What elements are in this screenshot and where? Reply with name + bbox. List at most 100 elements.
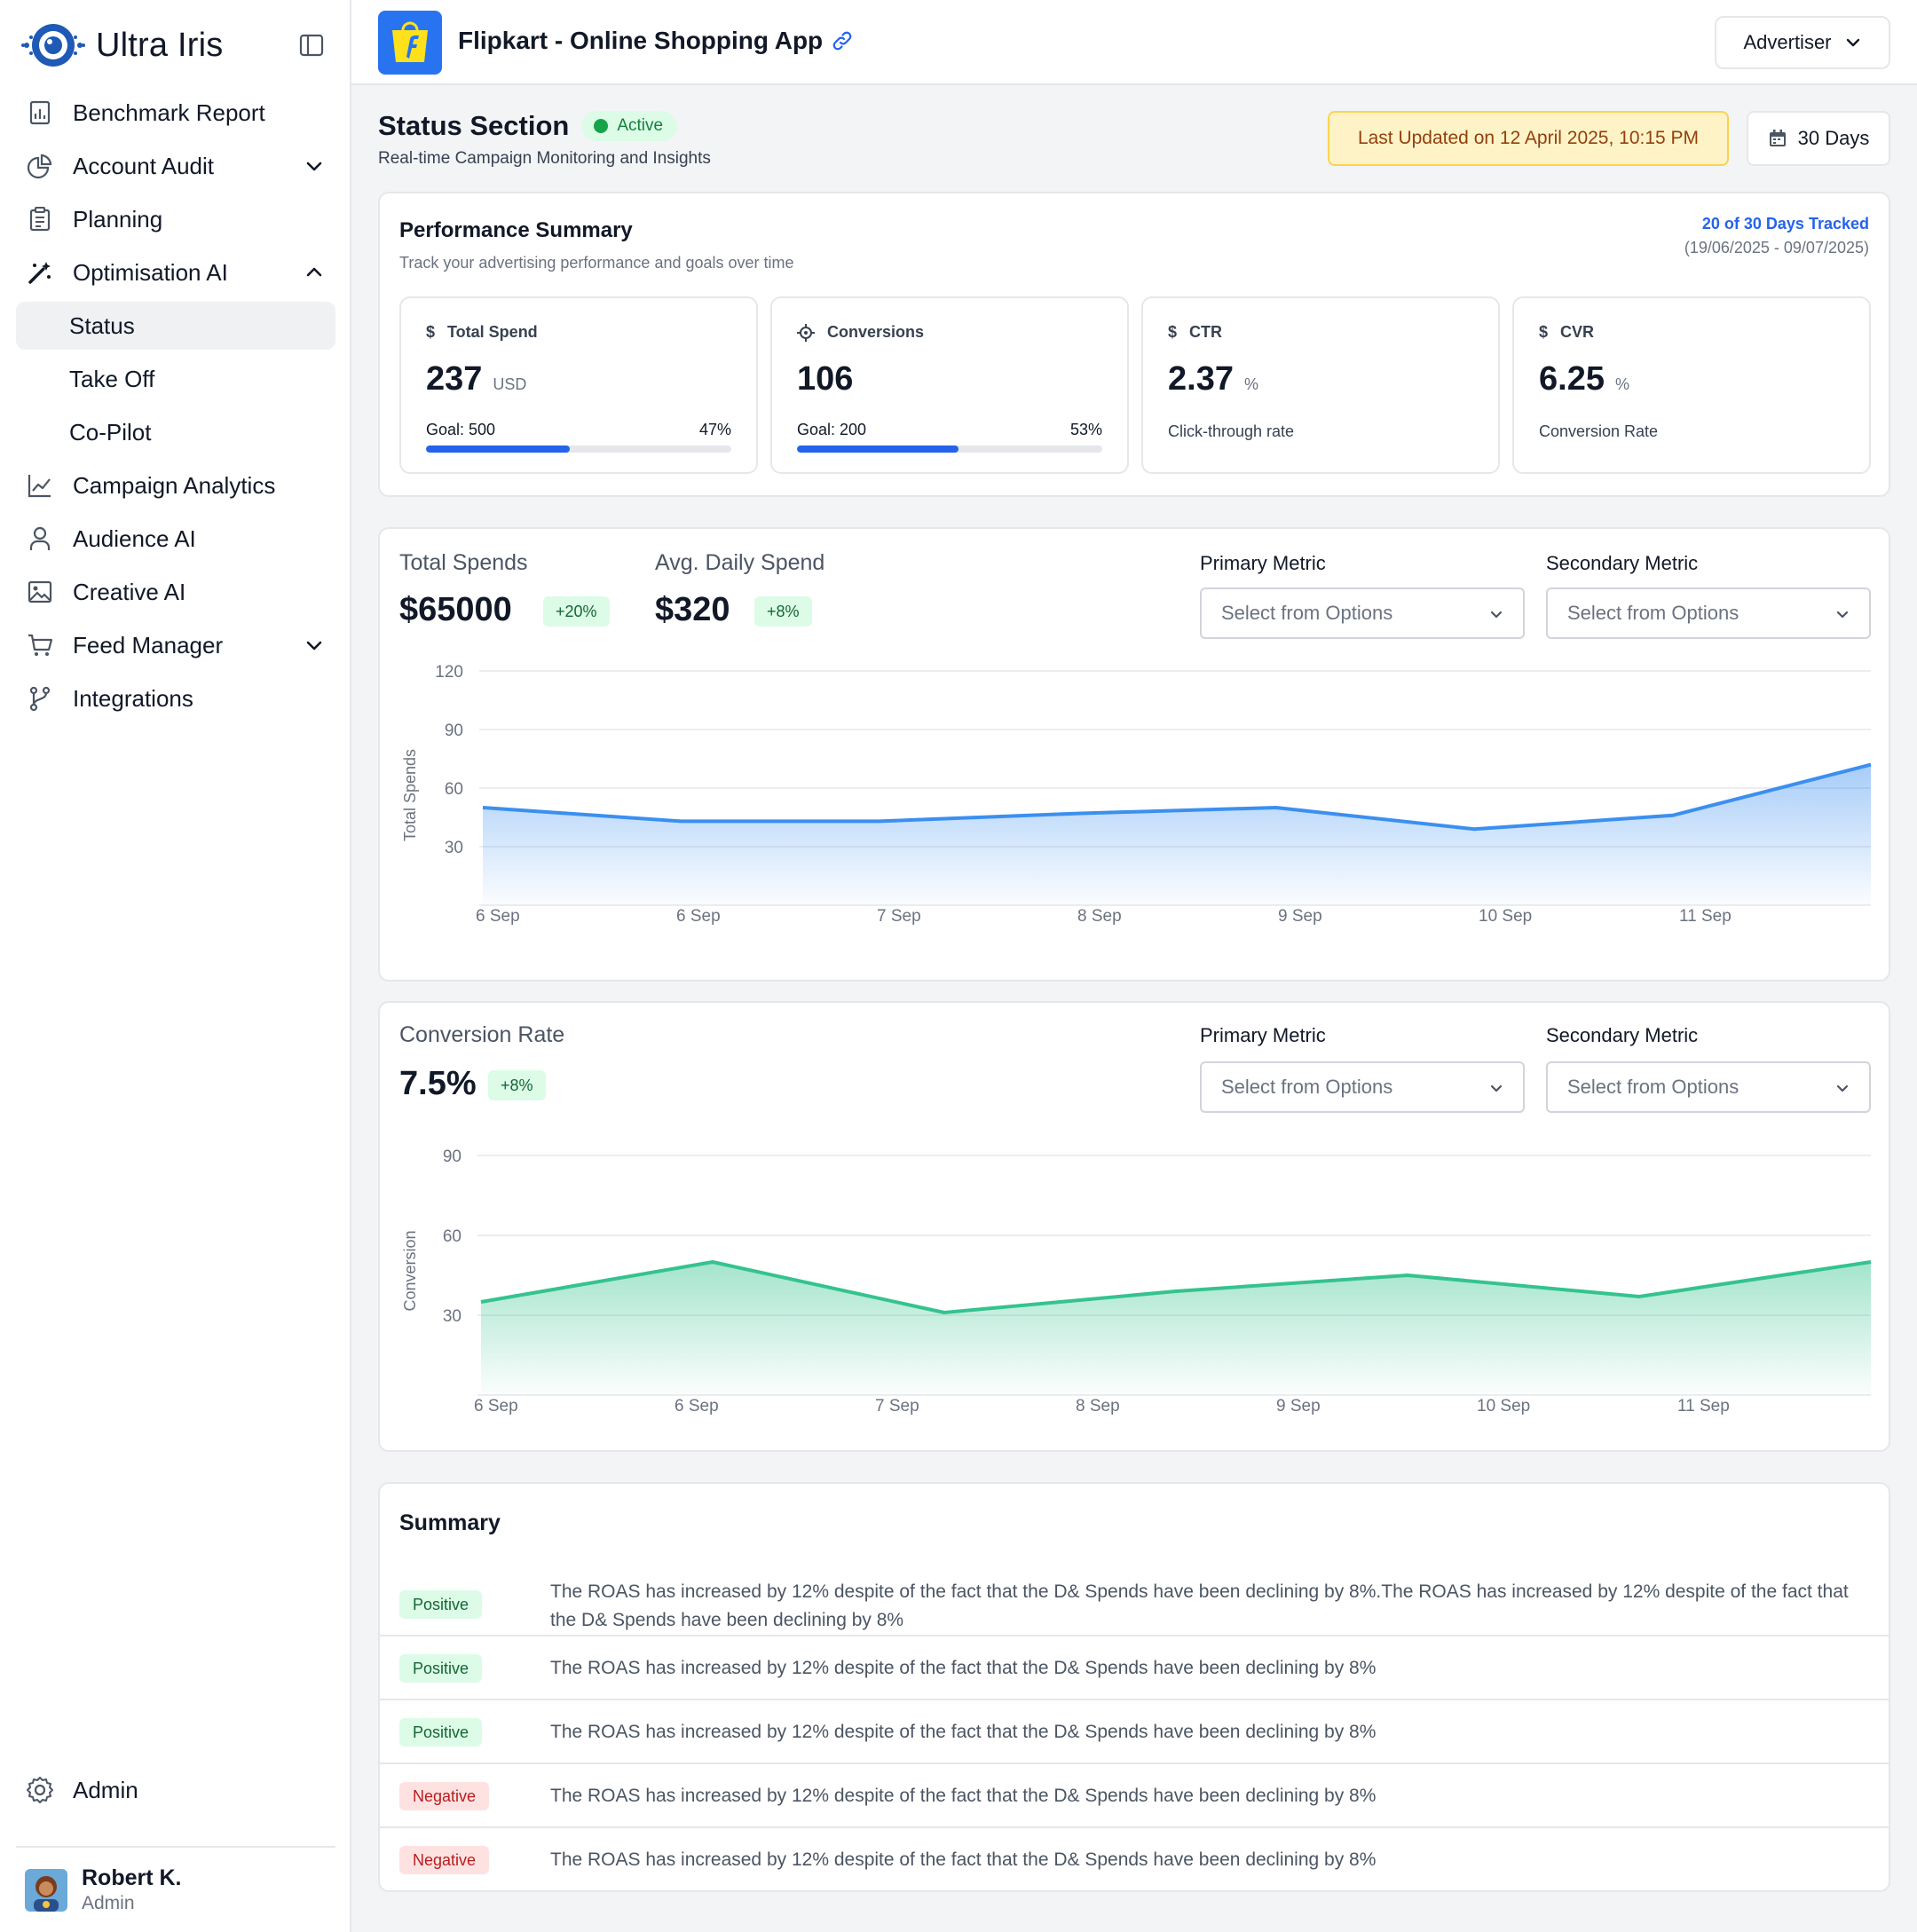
sidebar-item-account-audit[interactable]: Account Audit bbox=[16, 142, 335, 190]
sidebar-item-optimisation-ai[interactable]: Optimisation AI bbox=[16, 248, 335, 296]
admin-label: Admin bbox=[73, 1776, 138, 1803]
sidebar-item-benchmark-report[interactable]: Benchmark Report bbox=[16, 89, 335, 137]
sidebar: Ultra Iris Benchmark Report Account Audi… bbox=[0, 0, 351, 1932]
sentiment-tag: Negative bbox=[399, 1846, 490, 1874]
chevron-down-icon bbox=[1836, 611, 1849, 619]
chevron-down-icon bbox=[1836, 1084, 1849, 1092]
x-tick-label: 8 Sep bbox=[1077, 907, 1122, 926]
chevron-down-icon bbox=[1846, 38, 1859, 47]
select-placeholder: Select from Options bbox=[1221, 1076, 1393, 1098]
sidebar-item-label: Account Audit bbox=[73, 152, 214, 179]
series-area bbox=[481, 1262, 1871, 1395]
x-tick-label: 6 Sep bbox=[676, 907, 721, 926]
x-tick-label: 6 Sep bbox=[474, 1397, 518, 1415]
sidebar-item-audience-ai[interactable]: Audience AI bbox=[16, 515, 335, 563]
sidebar-item-label: Campaign Analytics bbox=[73, 471, 276, 499]
summary-row: Positive The ROAS has increased by 12% d… bbox=[380, 1569, 1889, 1645]
summary-text: The ROAS has increased by 12% despite of… bbox=[550, 1658, 1377, 1678]
dollar-icon: $ bbox=[426, 323, 436, 341]
calendar-icon bbox=[1769, 130, 1786, 146]
x-tick-label: 7 Sep bbox=[877, 907, 921, 926]
dollar-icon: $ bbox=[1168, 323, 1178, 341]
sidebar-item-label: Feed Manager bbox=[73, 631, 224, 658]
top-header: Flipkart - Online Shopping App Advertise… bbox=[351, 0, 1917, 85]
user-profile[interactable]: Robert K. Admin bbox=[25, 1865, 182, 1914]
sidebar-item-feed-manager[interactable]: Feed Manager bbox=[16, 621, 335, 669]
secondary-metric-label: Secondary Metric bbox=[1546, 552, 1699, 574]
sidebar-item-label: Planning bbox=[73, 205, 163, 233]
metric-card-total-spend: $ Total Spend 237 USD Goal: 500 47% bbox=[399, 296, 758, 474]
user-name: Robert K. bbox=[82, 1865, 182, 1890]
metric-unit: % bbox=[1614, 375, 1629, 393]
sidebar-subitem-co-pilot[interactable]: Co-Pilot bbox=[69, 418, 152, 446]
sidebar-item-admin[interactable]: Admin bbox=[25, 1775, 138, 1805]
sidebar-item-label: Benchmark Report bbox=[73, 99, 265, 126]
user-role: Admin bbox=[82, 1893, 135, 1913]
secondary-metric-select[interactable]: Select from Options bbox=[1546, 587, 1871, 639]
primary-metric-select[interactable]: Select from Options bbox=[1200, 1061, 1525, 1113]
image-icon bbox=[25, 577, 55, 607]
sidebar-subitem-status[interactable]: Status bbox=[16, 302, 335, 350]
sidebar-item-label: Audience AI bbox=[73, 524, 196, 552]
summary-title: Summary bbox=[399, 1510, 501, 1535]
sentiment-tag: Positive bbox=[399, 1590, 483, 1619]
x-tick-label: 10 Sep bbox=[1477, 1397, 1530, 1415]
branch-icon bbox=[25, 683, 55, 714]
series-line bbox=[482, 762, 1872, 832]
page-title: Status Section bbox=[378, 110, 570, 141]
cart-icon bbox=[25, 630, 55, 660]
brand[interactable]: Ultra Iris bbox=[20, 20, 223, 71]
chevron-down-icon bbox=[1490, 611, 1503, 619]
sidebar-item-integrations[interactable]: Integrations bbox=[16, 674, 335, 722]
chevron-down-icon[interactable] bbox=[302, 154, 327, 178]
date-range-button[interactable]: 30 Days bbox=[1747, 111, 1890, 166]
metric-goal-pct: 47% bbox=[698, 421, 731, 438]
app-title-text: Flipkart - Online Shopping App bbox=[458, 27, 824, 54]
sidebar-subitem-take-off[interactable]: Take Off bbox=[69, 365, 155, 392]
summary-row: Positive The ROAS has increased by 12% d… bbox=[380, 1700, 1889, 1764]
metric-label: CVR bbox=[1560, 323, 1595, 341]
sentiment-tag: Positive bbox=[399, 1654, 483, 1683]
status-badge: Active bbox=[581, 111, 678, 141]
x-tick-label: 6 Sep bbox=[476, 907, 520, 926]
spend-chart-card: Total Spends $65000 +20% Avg. Daily Spen… bbox=[378, 527, 1890, 982]
y-axis-label: Total Spends bbox=[401, 749, 419, 841]
x-tick-label: 10 Sep bbox=[1479, 907, 1532, 926]
link-icon[interactable] bbox=[832, 30, 853, 51]
y-tick-label: 120 bbox=[435, 663, 463, 682]
metric-label: Total Spend bbox=[447, 323, 538, 341]
status-badge-label: Active bbox=[617, 116, 664, 135]
pie-chart-icon bbox=[25, 151, 55, 181]
metric-unit: USD bbox=[493, 375, 527, 393]
tracked-days: 20 of 30 Days Tracked (19/06/2025 - 09/0… bbox=[1684, 215, 1869, 257]
metric-card-ctr: $ CTR 2.37% Click-through rate bbox=[1141, 296, 1500, 474]
user-icon bbox=[25, 524, 55, 554]
x-tick-label: 6 Sep bbox=[674, 1397, 719, 1415]
report-icon bbox=[25, 98, 55, 128]
divider bbox=[380, 1762, 1889, 1764]
divider bbox=[380, 1699, 1889, 1700]
metric-value: 106 bbox=[797, 360, 854, 398]
primary-metric-select[interactable]: Select from Options bbox=[1200, 587, 1525, 639]
secondary-metric-select[interactable]: Select from Options bbox=[1546, 1061, 1871, 1113]
advertiser-dropdown[interactable]: Advertiser bbox=[1715, 16, 1890, 69]
performance-subtitle: Track your advertising performance and g… bbox=[399, 254, 794, 272]
chevron-up-icon[interactable] bbox=[302, 260, 327, 285]
sidebar-item-campaign-analytics[interactable]: Campaign Analytics bbox=[16, 461, 335, 509]
performance-title: Performance Summary bbox=[399, 218, 633, 242]
status-header: Status Section Active bbox=[378, 110, 678, 142]
sidebar-item-creative-ai[interactable]: Creative AI bbox=[16, 568, 335, 616]
metric-label: CTR bbox=[1189, 323, 1223, 341]
target-icon bbox=[797, 323, 815, 342]
primary-metric-label: Primary Metric bbox=[1200, 1024, 1326, 1046]
chevron-down-icon[interactable] bbox=[302, 633, 327, 658]
metric-value: 6.25 bbox=[1539, 360, 1605, 398]
metric-goal-pct: 53% bbox=[1069, 421, 1102, 438]
kpi-avg-daily-spend-badge: +8% bbox=[754, 596, 812, 627]
sidebar-item-planning[interactable]: Planning bbox=[16, 195, 335, 243]
conversion-area-chart: 30 60 90 6 Sep 6 Sep 7 Sep 8 Sep 9 Sep 10 Sep 11 … bbox=[401, 1147, 1872, 1415]
select-placeholder: Select from Options bbox=[1567, 1076, 1740, 1098]
metric-cards: $ Total Spend 237 USD Goal: 500 47% Convers… bbox=[399, 296, 1871, 474]
line-chart-icon bbox=[25, 470, 55, 501]
sidebar-toggle-icon[interactable] bbox=[298, 32, 325, 59]
